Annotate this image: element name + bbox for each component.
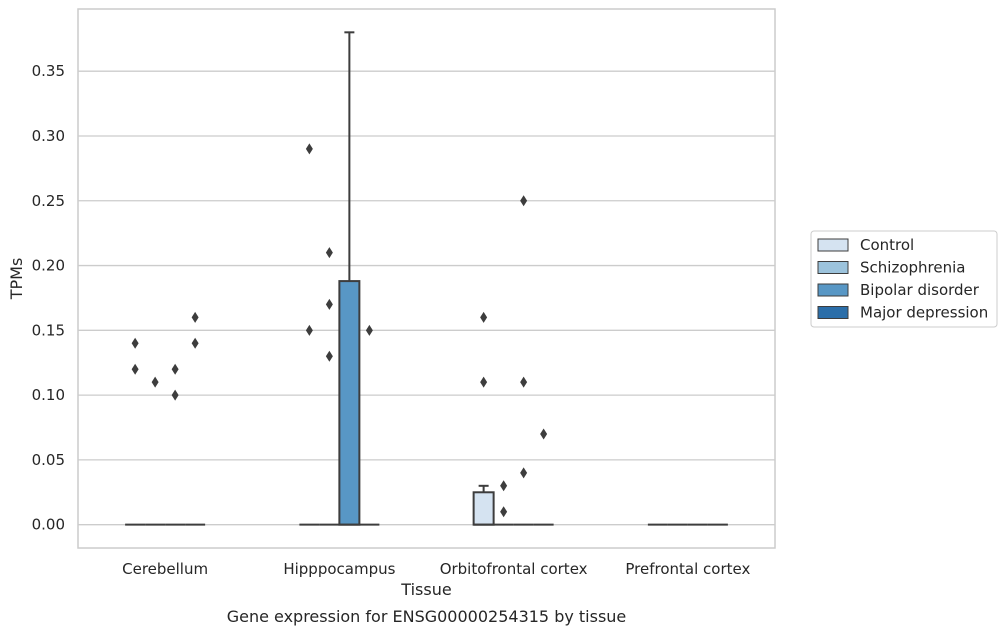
outlier-marker xyxy=(480,311,488,323)
outlier-marker xyxy=(171,389,179,401)
box-body xyxy=(472,491,495,526)
legend-swatch xyxy=(817,283,849,297)
legend-label: Control xyxy=(860,236,914,254)
outlier-marker xyxy=(325,350,333,362)
legend-swatch xyxy=(817,306,849,319)
outlier-marker xyxy=(540,428,548,440)
outlier-marker xyxy=(305,143,313,155)
y-tick-label: 0.05 xyxy=(32,451,65,469)
x-tick-label: Hipppocampus xyxy=(283,560,395,578)
outlier-marker xyxy=(151,376,159,388)
outlier-marker xyxy=(305,324,313,336)
legend-frame xyxy=(810,230,998,328)
x-tick-label: Prefrontal cortex xyxy=(625,560,750,578)
outlier-marker xyxy=(131,337,139,349)
x-tick-label: Orbitofrontal cortex xyxy=(440,560,588,578)
y-tick-label: 0.25 xyxy=(32,192,65,210)
box-body xyxy=(338,280,361,526)
y-tick-labels: 0.00 0.05 0.10 0.15 0.20 0.25 0.30 0.35 xyxy=(32,62,65,533)
outlier-points xyxy=(131,143,548,518)
chart-caption: Gene expression for ENSG00000254315 by t… xyxy=(227,607,627,626)
y-tick-label: 0.10 xyxy=(32,386,65,404)
outlier-marker xyxy=(325,298,333,310)
outlier-marker xyxy=(480,376,488,388)
boxes xyxy=(125,31,728,526)
outlier-marker xyxy=(171,363,179,375)
outlier-marker xyxy=(520,195,528,207)
outlier-marker xyxy=(500,506,508,518)
plot-area-frame xyxy=(77,8,776,549)
outlier-marker xyxy=(191,311,199,323)
outlier-marker xyxy=(365,324,373,336)
outlier-marker xyxy=(191,337,199,349)
y-tick-label: 0.35 xyxy=(32,62,65,80)
x-axis-title: Tissue xyxy=(400,580,451,599)
outlier-marker xyxy=(520,376,528,388)
legend-label: Bipolar disorder xyxy=(860,281,980,299)
legend-swatch xyxy=(817,261,849,274)
outlier-marker xyxy=(325,247,333,259)
box-1-2 xyxy=(338,31,361,526)
y-tick-label: 0.20 xyxy=(32,257,65,275)
outlier-marker xyxy=(520,467,528,479)
legend-swatch xyxy=(817,238,849,252)
legend: Control Schizophrenia Bipolar disorder Majo… xyxy=(810,230,998,328)
x-tick-label: Cerebellum xyxy=(122,560,208,578)
y-tick-label: 0.00 xyxy=(32,516,65,534)
gridlines xyxy=(78,70,775,526)
y-tick-label: 0.30 xyxy=(32,127,65,145)
legend-label: Major depression xyxy=(860,304,988,322)
box-2-0 xyxy=(472,484,495,526)
y-axis-title: TPMs xyxy=(7,258,26,301)
outlier-marker xyxy=(131,363,139,375)
legend-label: Schizophrenia xyxy=(860,259,965,277)
y-tick-label: 0.15 xyxy=(32,321,65,339)
outlier-marker xyxy=(500,480,508,492)
x-tick-labels: Cerebellum Hipppocampus Orbitofrontal cort… xyxy=(122,560,750,578)
